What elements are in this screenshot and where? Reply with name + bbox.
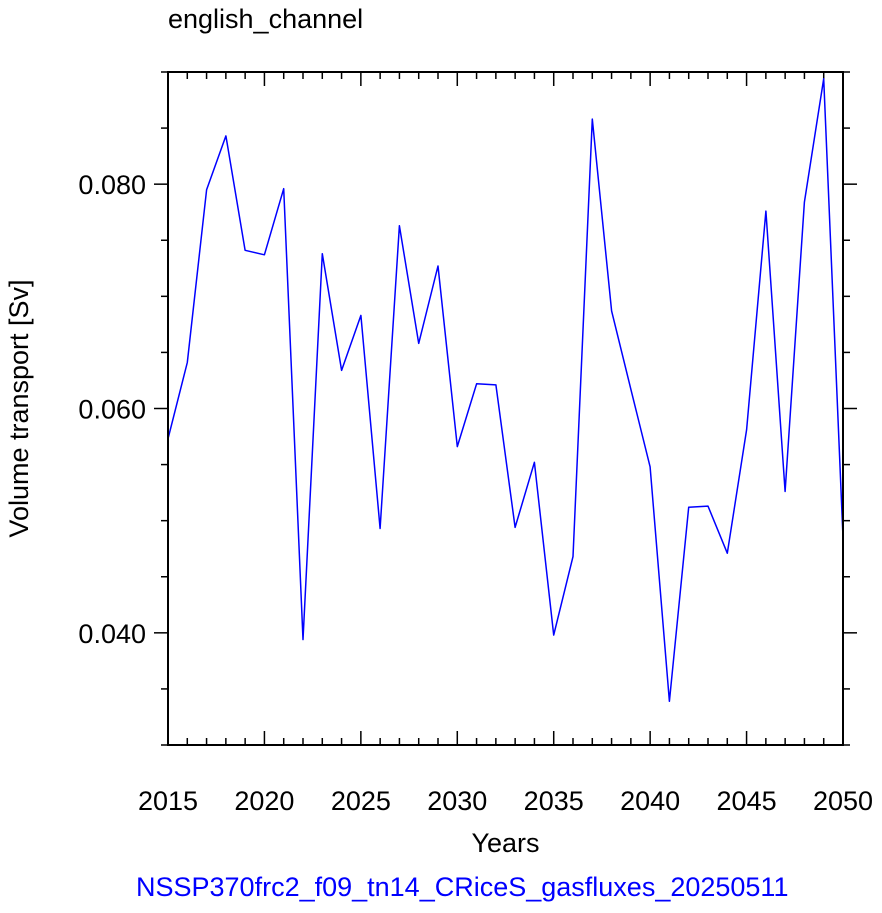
plot-frame (167, 71, 844, 746)
x-tick-label: 2050 (813, 786, 873, 816)
y-tick-label: 0.080 (78, 170, 146, 200)
x-tick-label: 2040 (620, 786, 680, 816)
tick-labels-group: 2015 2020 2025 2030 2035 2040 2045 2050 0.040 0.0… (78, 170, 873, 816)
series-line (167, 77, 844, 703)
ticks-group (154, 71, 857, 746)
y-tick-label: 0.040 (78, 619, 146, 649)
x-tick-label: 2045 (717, 786, 777, 816)
y-tick-label: 0.060 (78, 395, 146, 425)
y-axis-label: Volume transport [Sv] (4, 279, 34, 537)
x-tick-label: 2030 (427, 786, 487, 816)
x-tick-label: 2015 (138, 786, 198, 816)
series-group (167, 77, 844, 703)
x-tick-label: 2020 (234, 786, 294, 816)
chart-title: english_channel (168, 4, 364, 34)
x-tick-label: 2035 (524, 786, 584, 816)
x-tick-label: 2025 (331, 786, 391, 816)
x-axis-label: Years (471, 828, 539, 858)
footer-caption: NSSP370frc2_f09_tn14_CRiceS_gasfluxes_20… (136, 872, 789, 902)
